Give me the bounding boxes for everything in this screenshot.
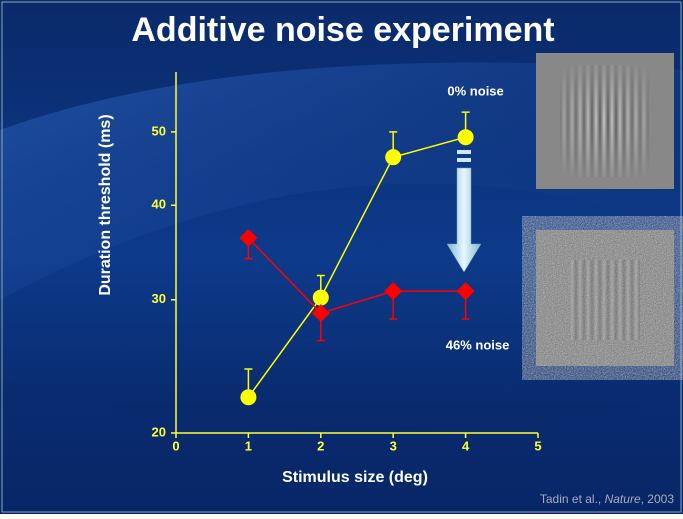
series-label: 0% noise	[447, 83, 503, 98]
citation: Tadin et al., Nature, 2003	[540, 492, 674, 506]
x-tick-label: 5	[534, 438, 541, 453]
x-tick-label: 4	[462, 438, 470, 453]
series-label: 46% noise	[446, 337, 510, 352]
x-axis-label: Stimulus size (deg)	[282, 469, 428, 486]
marker	[457, 129, 474, 146]
background-swoosh	[0, 380, 683, 514]
noisy-gabor-image	[536, 230, 674, 366]
y-tick-label: 30	[152, 291, 166, 306]
marker	[311, 304, 330, 323]
marker	[385, 149, 402, 166]
marker	[312, 289, 329, 306]
y-tick-label: 40	[152, 197, 166, 212]
x-tick-label: 0	[172, 438, 179, 453]
marker	[384, 282, 403, 301]
noise-arrow	[446, 150, 482, 273]
series	[239, 229, 475, 342]
x-tick-label: 1	[245, 438, 252, 453]
citation-journal: Nature	[605, 492, 641, 506]
slide-title: Additive noise experiment	[131, 11, 554, 49]
y-axis-label: Duration threshold (ms)	[97, 114, 114, 295]
gabor-image	[536, 53, 674, 189]
marker	[456, 282, 475, 301]
marker	[239, 229, 258, 248]
citation-year: , 2003	[641, 492, 675, 506]
y-tick-label: 50	[152, 123, 166, 138]
x-tick-label: 2	[317, 438, 324, 453]
series-line	[247, 136, 466, 398]
y-tick-label: 20	[152, 424, 166, 439]
citation-authors: Tadin et al.,	[540, 492, 605, 506]
background-swoosh	[0, 62, 683, 300]
marker	[240, 389, 257, 406]
series	[240, 111, 474, 406]
x-tick-label: 3	[390, 438, 397, 453]
series-line	[247, 237, 466, 315]
